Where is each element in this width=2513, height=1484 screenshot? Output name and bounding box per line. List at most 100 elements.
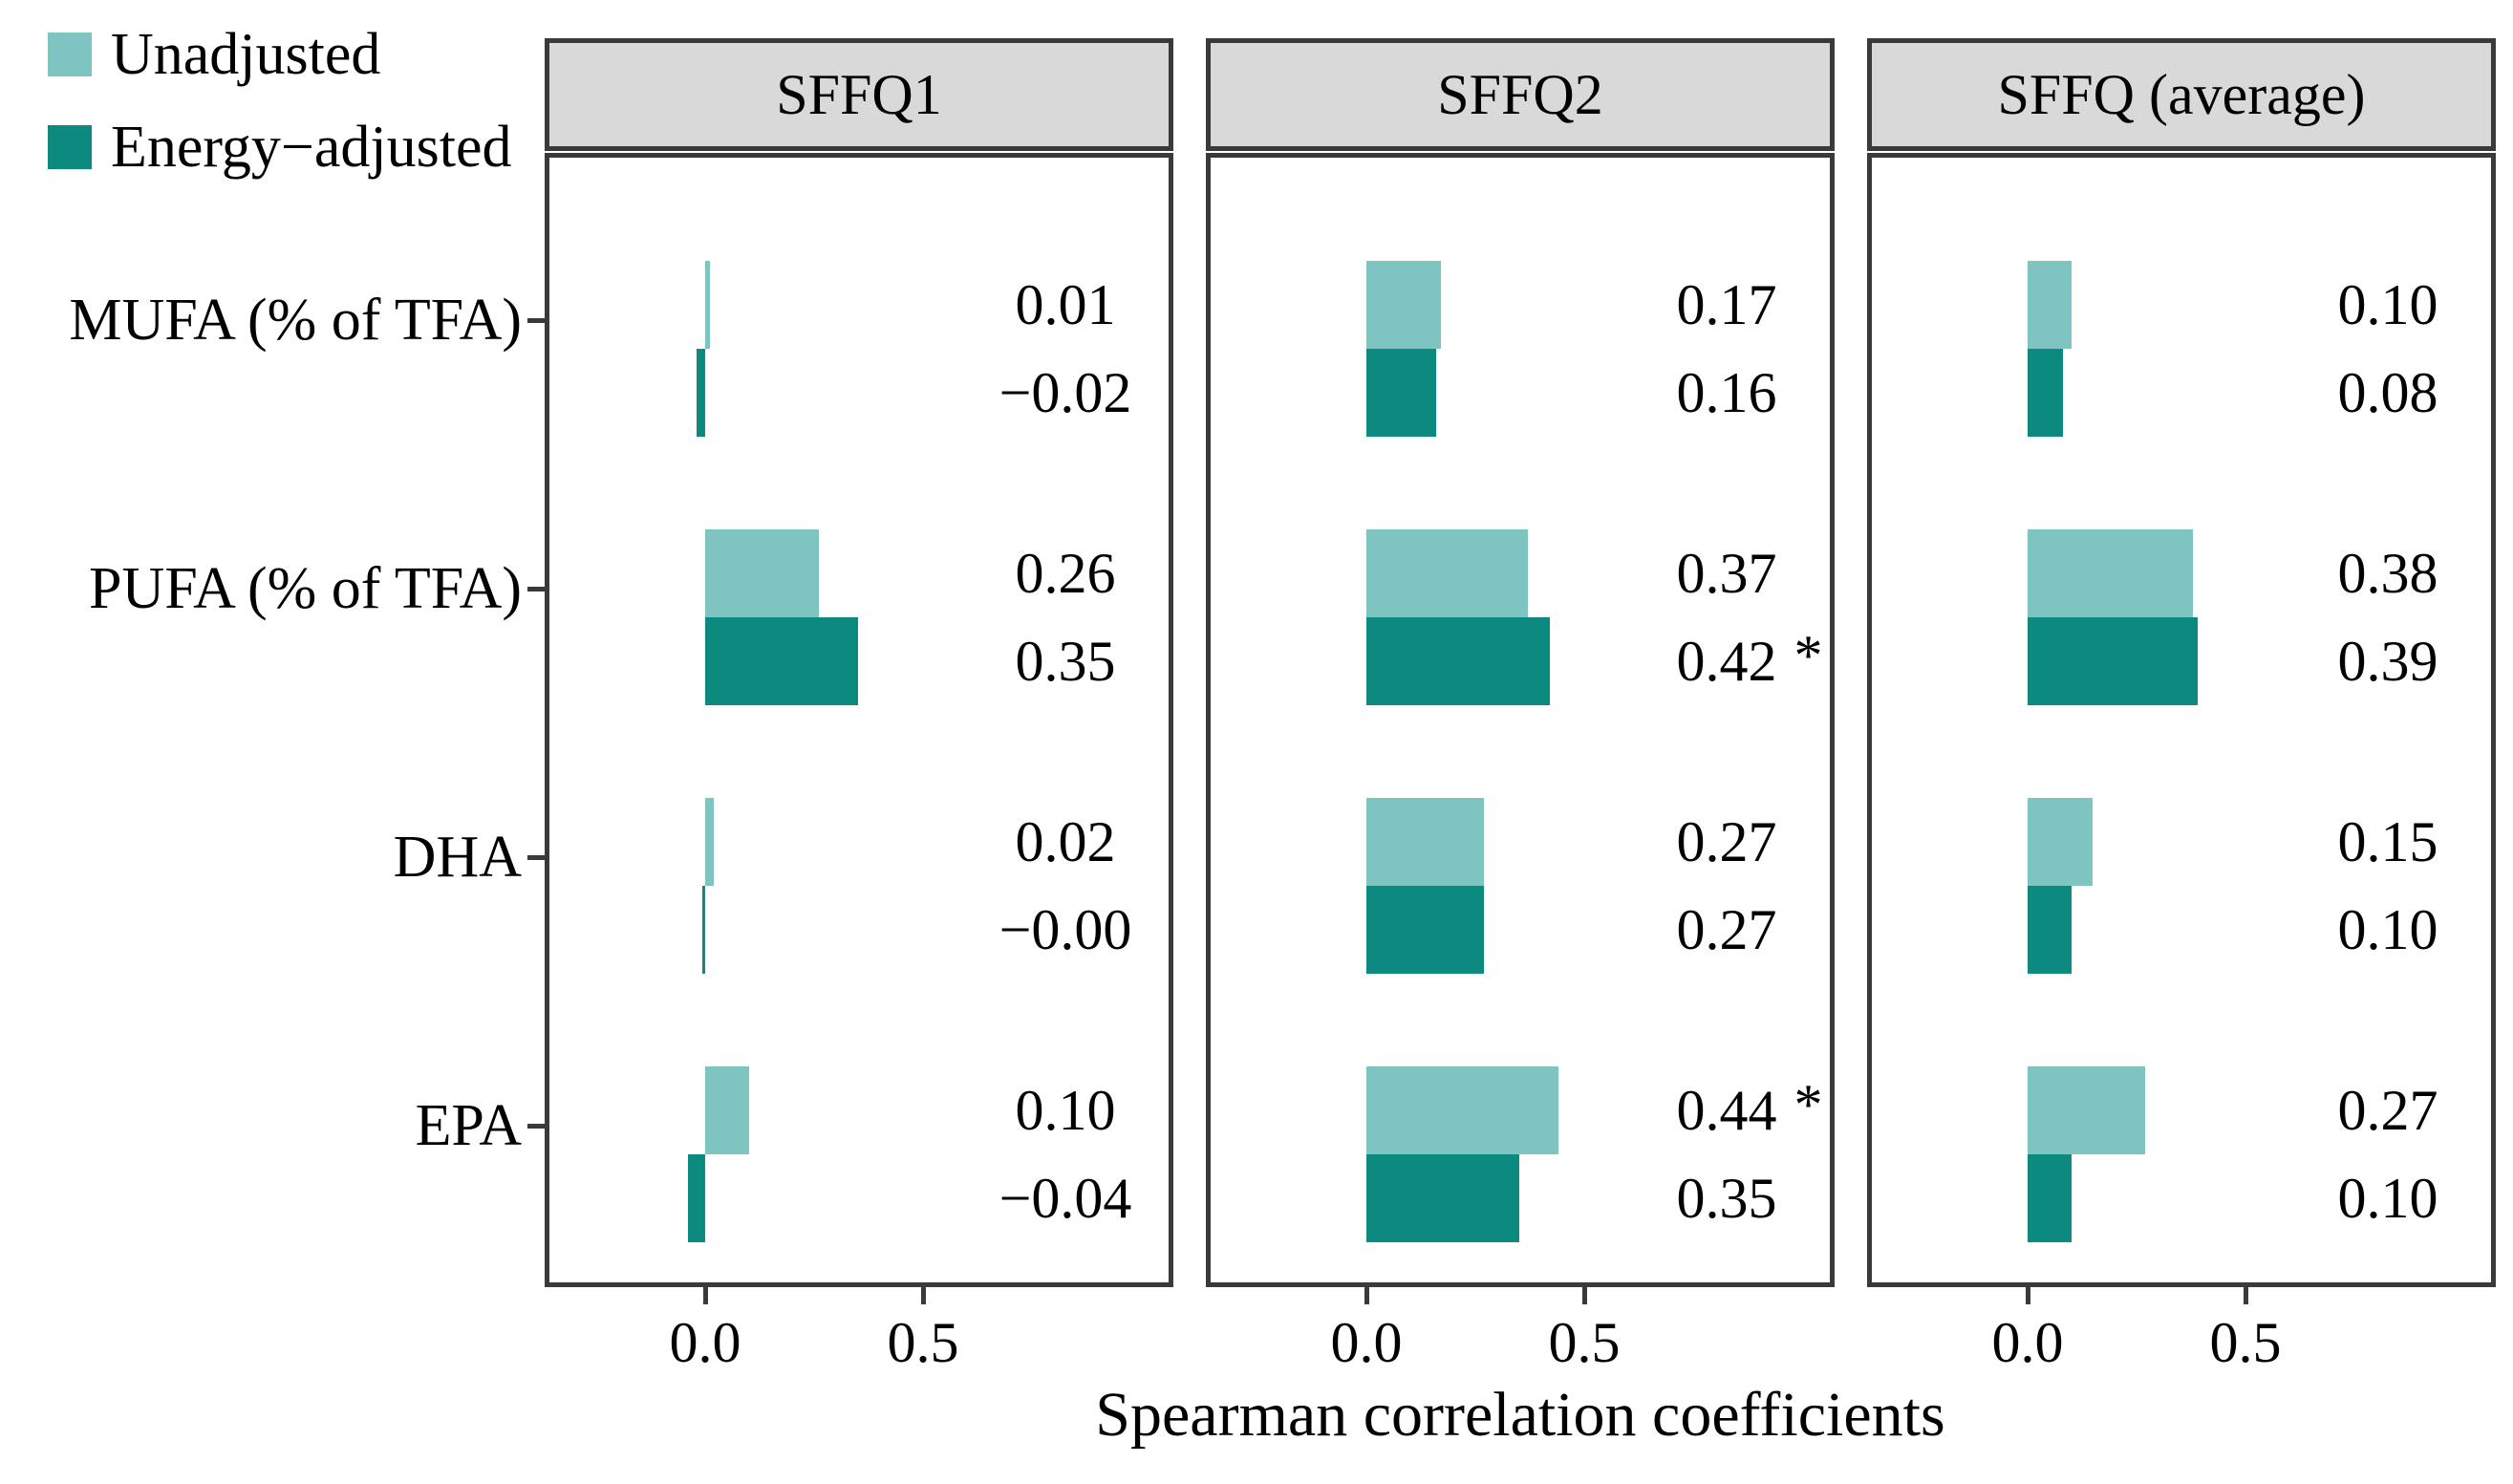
facet-strip-title: SFFQ2 [1437,63,1603,126]
value-number: 0.10 [2337,273,2438,336]
y-axis-tick [527,1124,545,1129]
value-label-energy_adjusted: 0.35 [922,617,1209,705]
value-number: 0.02 [1015,810,1116,873]
value-label-unadjusted: 0.27 [2245,1066,2513,1154]
x-axis-tick [2244,1287,2248,1304]
legend-label: Unadjusted [111,22,381,87]
bar-unadjusted [1366,529,1528,617]
x-axis-tick [921,1287,926,1304]
category-label: EPA [415,1093,522,1158]
value-label-energy_adjusted: −0.00 [922,886,1209,974]
plot-area: 0.01 −0.02 0.26 0.35 0.02 −0.00 0.10 −0.04 [545,153,1173,1287]
legend-swatch-unadjusted-icon [48,32,92,76]
facet-strip-title: SFFQ1 [776,63,942,126]
value-number: 0.39 [2337,630,2438,693]
bar-unadjusted [2028,798,2094,886]
bar-unadjusted [2028,1066,2146,1154]
legend-label: Energy−adjusted [111,115,512,180]
bar-energy_adjusted [2028,349,2063,437]
value-number: 0.10 [2337,898,2438,961]
value-number: 0.37 [1676,542,1777,605]
bar-energy_adjusted [702,886,705,974]
x-axis-tick [2026,1287,2030,1304]
bar-unadjusted [705,529,819,617]
value-label-unadjusted: 0.27 [1583,798,1870,886]
value-label-unadjusted: 0.15 [2245,798,2513,886]
value-label-unadjusted: 0.38 [2245,529,2513,617]
value-label-energy_adjusted: 0.16 [1583,349,1870,437]
value-number: 0.27 [2337,1079,2438,1142]
bar-unadjusted [1366,1066,1558,1154]
bar-unadjusted [1366,261,1441,349]
bar-energy_adjusted [2028,886,2072,974]
value-label-energy_adjusted: 0.42 * [1583,617,1870,705]
x-axis-tick [703,1287,708,1304]
value-label-energy_adjusted: 0.39 [2245,617,2513,705]
x-axis-tick-label: 0.0 [669,1311,741,1374]
bar-unadjusted [2028,261,2072,349]
value-number: 0.35 [1015,630,1116,693]
facet-panel-2: SFFQ2 0.17 0.16 0.37 0.42 * 0.27 0.27 0.44 * 0.35 0… [1206,38,1835,1371]
category-label: MUFA (% of TFA) [69,288,522,353]
bar-unadjusted [705,261,710,349]
bar-energy_adjusted [1366,617,1550,705]
value-number: 0.15 [2337,810,2438,873]
facet-strip: SFFQ2 [1206,38,1835,151]
value-number: 0.42 * [1676,624,1823,693]
value-label-energy_adjusted: 0.08 [2245,349,2513,437]
value-label-unadjusted: 0.10 [2245,261,2513,349]
value-label-energy_adjusted: 0.27 [1583,886,1870,974]
x-axis-tick [1364,1287,1369,1304]
category-label: DHA [393,825,522,890]
bar-energy_adjusted [1366,349,1436,437]
value-label-unadjusted: 0.02 [922,798,1209,886]
facet-strip: SFFQ (average) [1867,38,2496,151]
bar-unadjusted [2028,529,2194,617]
value-label-energy_adjusted: −0.04 [922,1154,1209,1242]
value-label-unadjusted: 0.10 [922,1066,1209,1154]
value-number: −0.00 [999,898,1132,961]
x-axis-tick-label: 0.5 [1548,1311,1621,1374]
x-axis-tick-label: 0.0 [1991,1311,2064,1374]
x-axis-title: Spearman correlation coefficients [1095,1380,1945,1450]
bar-energy_adjusted [1366,1154,1519,1242]
bar-energy_adjusted [705,617,858,705]
bar-energy_adjusted [687,1154,705,1242]
facet-strip: SFFQ1 [545,38,1173,151]
bar-energy_adjusted [1366,886,1485,974]
value-number: −0.02 [999,361,1132,424]
value-label-energy_adjusted: 0.10 [2245,1154,2513,1242]
facet-panel-3: SFFQ (average) 0.10 0.08 0.38 0.39 0.15 0.10 0.… [1867,38,2496,1371]
value-number: 0.44 * [1676,1073,1823,1142]
category-label: PUFA (% of TFA) [89,556,522,621]
facet-strip-title: SFFQ (average) [1997,63,2366,126]
x-axis-tick-label: 0.5 [2209,1311,2282,1374]
value-number: 0.10 [1015,1079,1116,1142]
value-number: 0.35 [1676,1167,1777,1230]
facet-panel-1: SFFQ1 0.01 −0.02 0.26 0.35 0.02 −0.00 0.10 −0.04… [545,38,1173,1371]
value-label-unadjusted: 0.17 [1583,261,1870,349]
value-number: 0.08 [2337,361,2438,424]
value-number: −0.04 [999,1167,1132,1230]
value-label-unadjusted: 0.01 [922,261,1209,349]
value-label-unadjusted: 0.44 * [1583,1066,1870,1154]
value-number: 0.38 [2337,542,2438,605]
bar-unadjusted [705,798,715,886]
value-number: 0.01 [1015,273,1116,336]
value-number: 0.27 [1676,810,1777,873]
value-label-energy_adjusted: 0.35 [1583,1154,1870,1242]
value-number: 0.27 [1676,898,1777,961]
value-number: 0.17 [1676,273,1777,336]
bar-unadjusted [1366,798,1485,886]
value-label-energy_adjusted: 0.10 [2245,886,2513,974]
value-number: 0.10 [2337,1167,2438,1230]
value-label-unadjusted: 0.26 [922,529,1209,617]
legend-item-unadjusted: Unadjusted [48,25,380,84]
y-axis-tick [527,855,545,860]
bar-unadjusted [705,1066,749,1154]
bar-energy_adjusted [2028,1154,2072,1242]
plot-area: 0.10 0.08 0.38 0.39 0.15 0.10 0.27 0.10 [1867,153,2496,1287]
bar-energy_adjusted [2028,617,2198,705]
value-label-energy_adjusted: −0.02 [922,349,1209,437]
